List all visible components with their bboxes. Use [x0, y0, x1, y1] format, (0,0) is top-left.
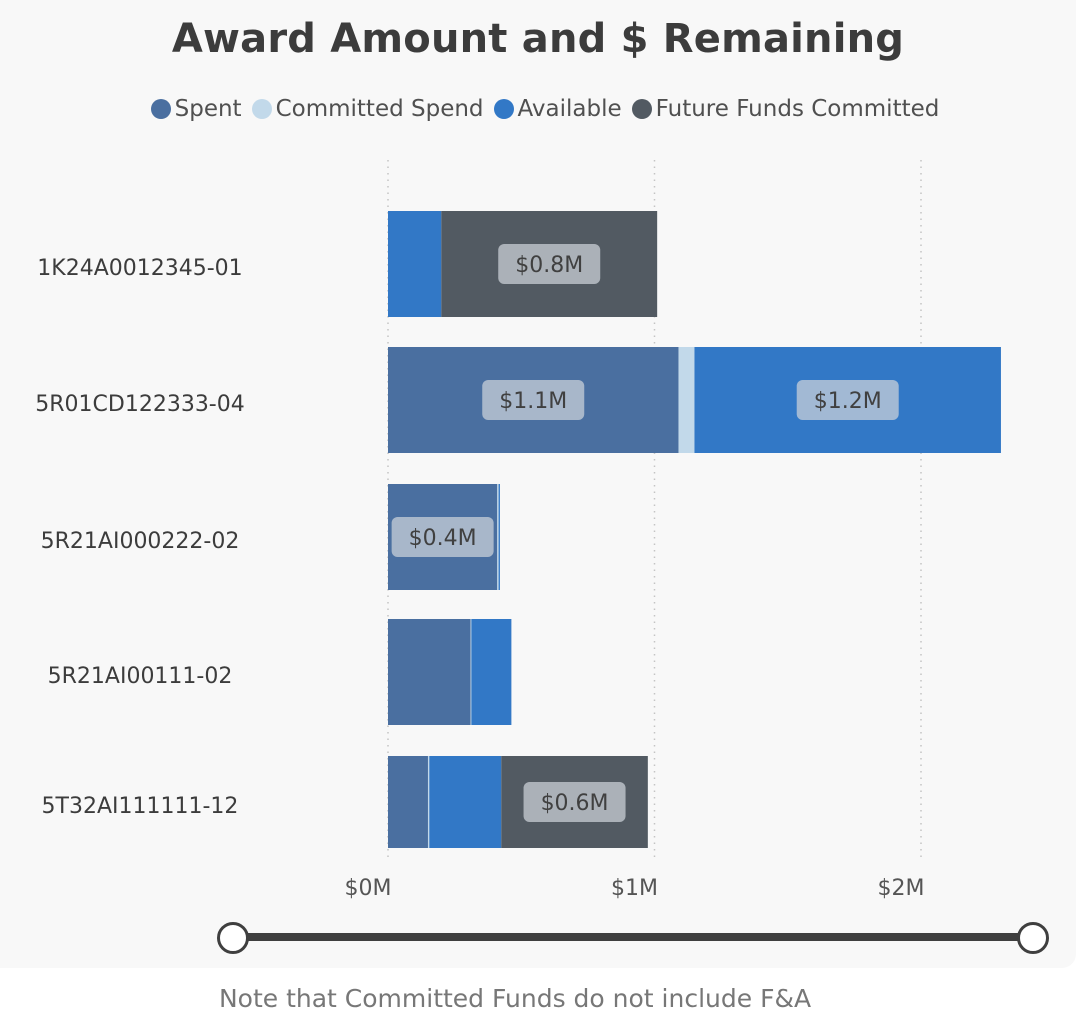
data-label-box	[523, 782, 626, 822]
x-tick-label: $1M	[611, 876, 658, 901]
legend-label-available: Available	[517, 96, 622, 122]
legend-label-committed-spend: Committed Spend	[275, 96, 484, 122]
chart-legend: Spent Committed Spend Available Future F…	[0, 96, 1076, 122]
data-label: $0.6M	[541, 791, 609, 816]
bar-segment	[388, 211, 442, 317]
data-label: $0.8M	[515, 253, 583, 278]
bar-chart: $0M $1M $2M 1K24A0012345-01 5R01CD122333-04 5…	[35, 160, 1001, 901]
chart-card: Award Amount and $ Remaining Spent Commi…	[0, 16, 1076, 954]
data-label-box	[498, 244, 601, 284]
legend-item-future-funds[interactable]: Future Funds Committed	[631, 96, 940, 122]
legend-item-spent[interactable]: Spent	[150, 96, 242, 122]
bar-segment	[678, 347, 695, 453]
legend-swatch-future-funds	[631, 99, 652, 119]
chart-title: Award Amount and $ Remaining	[171, 16, 905, 62]
bar-segment	[497, 484, 499, 590]
bar-segment	[470, 619, 472, 725]
range-slider-track[interactable]	[232, 933, 1034, 941]
category-label: 5T32AI111111-12	[42, 794, 239, 819]
data-label-box	[391, 517, 494, 557]
bar-segment	[388, 619, 471, 725]
legend-item-committed-spend[interactable]: Committed Spend	[251, 96, 484, 122]
footnote: Note that Committed Funds do not include…	[218, 984, 812, 1013]
legend-swatch-spent	[150, 99, 171, 119]
category-label: 1K24A0012345-01	[37, 256, 242, 281]
bar-segment	[429, 756, 502, 848]
bar-segment	[427, 756, 430, 848]
range-slider-end-handle[interactable]	[1017, 922, 1049, 954]
data-label: $0.4M	[409, 526, 477, 551]
category-label: 5R21AI000222-02	[41, 529, 240, 554]
range-slider-start-handle[interactable]	[217, 922, 249, 954]
bar-segment	[498, 484, 500, 590]
data-label-box	[796, 380, 899, 420]
data-label-box	[482, 380, 585, 420]
category-label: 5R01CD122333-04	[35, 392, 245, 417]
x-tick-label: $0M	[345, 876, 392, 901]
data-label: $1.1M	[499, 389, 567, 414]
bar-segment	[471, 619, 512, 725]
category-label: 5R21AI00111-02	[48, 664, 233, 689]
legend-item-available[interactable]: Available	[493, 96, 622, 122]
data-label: $1.2M	[814, 389, 882, 414]
legend-swatch-available	[493, 99, 514, 119]
x-tick-label: $2M	[878, 876, 925, 901]
legend-swatch-committed-spend	[251, 99, 272, 119]
legend-label-future-funds: Future Funds Committed	[655, 96, 940, 122]
legend-label-spent: Spent	[174, 96, 242, 122]
bar-segment	[388, 756, 428, 848]
